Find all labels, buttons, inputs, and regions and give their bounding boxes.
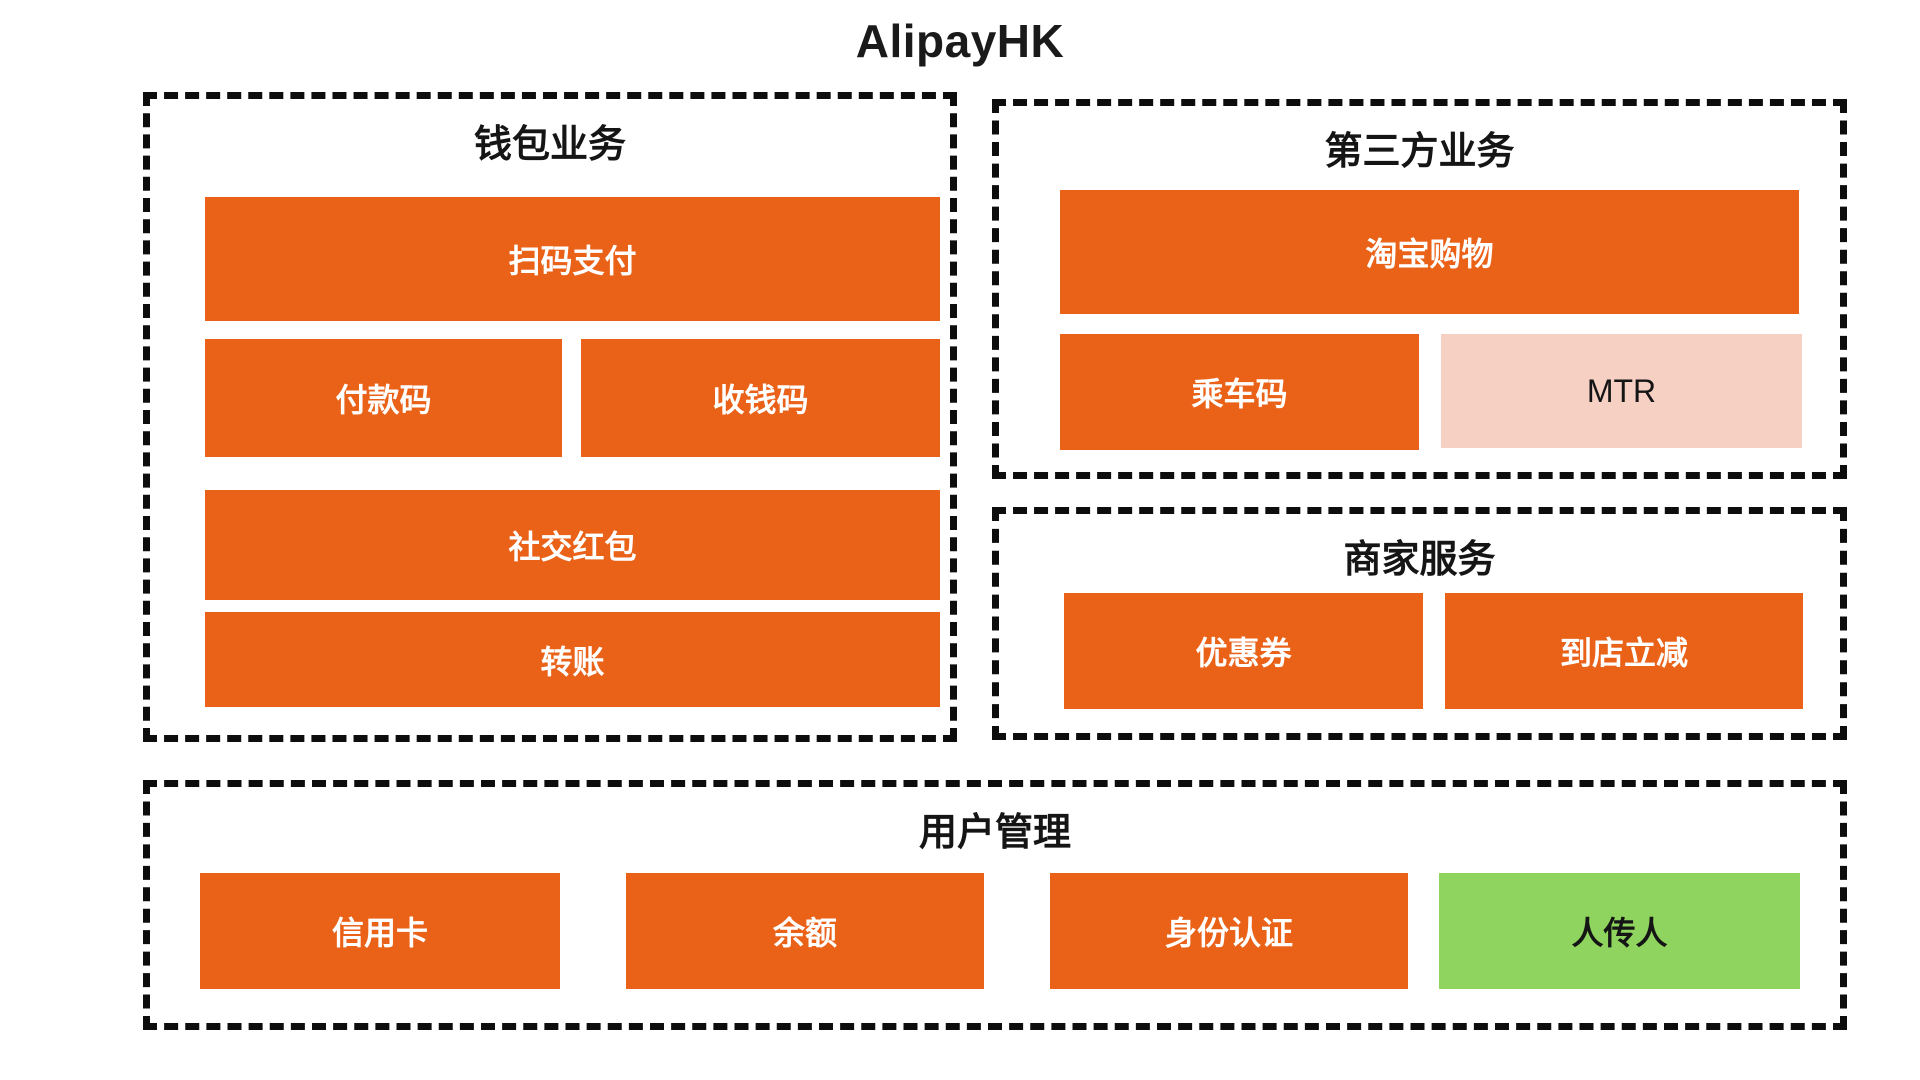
page-title: AlipayHK [855,15,1065,67]
node-identity-verification: 身份认证 [1050,873,1408,989]
node-receive-code: 收钱码 [581,339,940,457]
node-credit-card: 信用卡 [200,873,560,989]
group-third-party-title: 第三方业务 [1324,131,1515,173]
node-taobao-shopping: 淘宝购物 [1060,190,1799,314]
group-third-party-business: 第三方业务 淘宝购物 乘车码 MTR [992,99,1847,479]
group-wallet-title: 钱包业务 [473,124,626,166]
node-mtr: MTR [1441,334,1802,448]
node-social-red-packet: 社交红包 [205,490,940,600]
group-user-management: 用户管理 信用卡 余额 身份认证 人传人 [143,780,1847,1030]
node-balance: 余额 [626,873,984,989]
node-ride-code: 乘车码 [1060,334,1419,450]
node-instore-discount: 到店立减 [1445,593,1803,709]
node-coupon: 优惠券 [1064,593,1423,709]
node-scan-pay: 扫码支付 [205,197,940,321]
group-wallet-business: 钱包业务 扫码支付 付款码 收钱码 社交红包 转账 [143,92,957,742]
node-person-to-person: 人传人 [1439,873,1800,989]
group-merchant-services: 商家服务 优惠券 到店立减 [992,507,1847,740]
group-user-title: 用户管理 [918,812,1071,854]
node-transfer: 转账 [205,612,940,707]
group-merchant-title: 商家服务 [1343,539,1496,581]
node-pay-code: 付款码 [205,339,562,457]
